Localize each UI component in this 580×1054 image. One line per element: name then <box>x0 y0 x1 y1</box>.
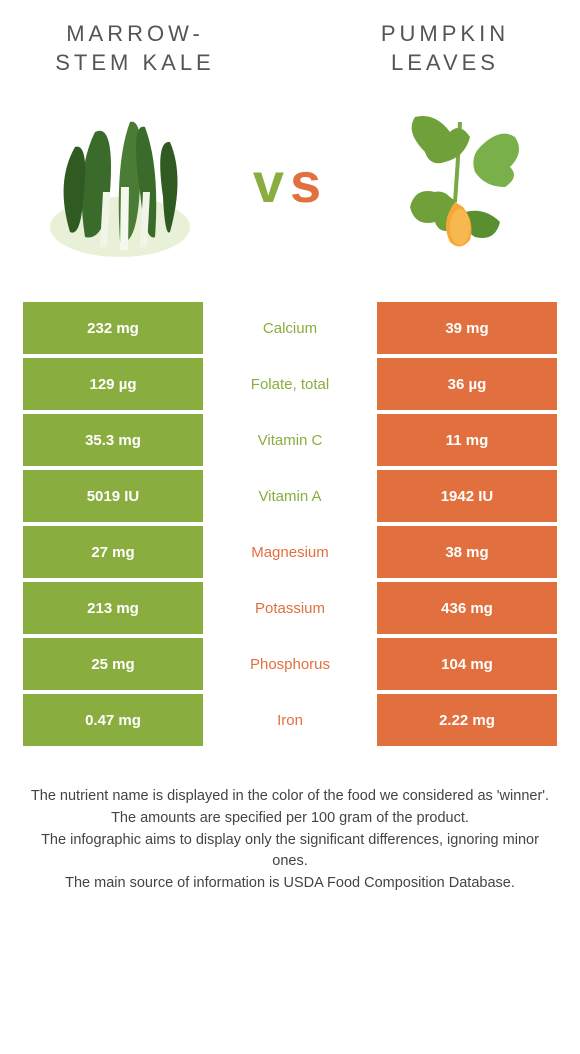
vs-v-letter: v <box>253 151 290 214</box>
left-value-cell: 232 mg <box>23 302 203 354</box>
footer-line-2: The amounts are specified per 100 gram o… <box>30 808 550 830</box>
footer-line-3: The infographic aims to display only the… <box>30 830 550 874</box>
left-value-cell: 213 mg <box>23 582 203 634</box>
left-value-cell: 5019 IU <box>23 470 203 522</box>
nutrient-row: 129 µgFolate, total36 µg <box>23 358 557 410</box>
right-food-image <box>365 92 555 272</box>
nutrient-name-cell: Vitamin C <box>203 414 377 466</box>
right-value-cell: 1942 IU <box>377 470 557 522</box>
left-value-cell: 0.47 mg <box>23 694 203 746</box>
right-value-cell: 436 mg <box>377 582 557 634</box>
nutrient-name-cell: Phosphorus <box>203 638 377 690</box>
nutrient-row: 0.47 mgIron2.22 mg <box>23 694 557 746</box>
right-value-cell: 11 mg <box>377 414 557 466</box>
nutrient-row: 213 mgPotassium436 mg <box>23 582 557 634</box>
nutrient-name-cell: Potassium <box>203 582 377 634</box>
footer-notes: The nutrient name is displayed in the co… <box>15 786 565 895</box>
nutrient-row: 35.3 mgVitamin C11 mg <box>23 414 557 466</box>
nutrient-name-cell: Iron <box>203 694 377 746</box>
left-value-cell: 129 µg <box>23 358 203 410</box>
vs-label: vs <box>253 150 327 215</box>
images-row: vs <box>15 92 565 272</box>
left-value-cell: 27 mg <box>23 526 203 578</box>
left-food-image <box>25 92 215 272</box>
vs-s-letter: s <box>290 151 327 214</box>
nutrient-name-cell: Magnesium <box>203 526 377 578</box>
nutrient-name-cell: Calcium <box>203 302 377 354</box>
nutrient-row: 5019 IUVitamin A1942 IU <box>23 470 557 522</box>
left-value-cell: 35.3 mg <box>23 414 203 466</box>
header-titles: Marrow-stem Kale Pumpkin leaves <box>15 20 565 77</box>
nutrient-name-cell: Vitamin A <box>203 470 377 522</box>
right-value-cell: 39 mg <box>377 302 557 354</box>
right-value-cell: 2.22 mg <box>377 694 557 746</box>
right-food-title: Pumpkin leaves <box>345 20 545 77</box>
footer-line-4: The main source of information is USDA F… <box>30 873 550 895</box>
nutrient-row: 27 mgMagnesium38 mg <box>23 526 557 578</box>
nutrient-table: 232 mgCalcium39 mg129 µgFolate, total36 … <box>23 302 557 746</box>
footer-line-1: The nutrient name is displayed in the co… <box>30 786 550 808</box>
nutrient-row: 25 mgPhosphorus104 mg <box>23 638 557 690</box>
right-value-cell: 38 mg <box>377 526 557 578</box>
right-value-cell: 104 mg <box>377 638 557 690</box>
nutrient-row: 232 mgCalcium39 mg <box>23 302 557 354</box>
left-value-cell: 25 mg <box>23 638 203 690</box>
left-food-title: Marrow-stem Kale <box>35 20 235 77</box>
right-value-cell: 36 µg <box>377 358 557 410</box>
nutrient-name-cell: Folate, total <box>203 358 377 410</box>
